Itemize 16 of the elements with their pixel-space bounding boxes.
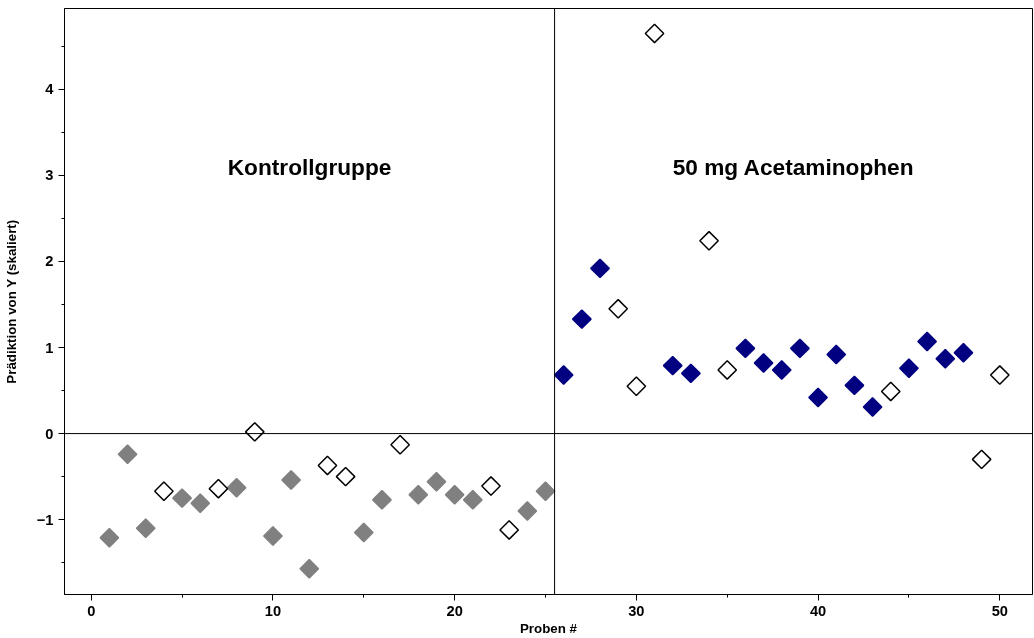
x-tick-label: 50 — [991, 602, 1008, 619]
x-tick-label: 40 — [809, 602, 827, 619]
y-tick-label: −1 — [36, 511, 54, 528]
y-tick-label: 1 — [45, 339, 54, 356]
annotation: Kontrollgruppe — [227, 153, 392, 180]
y-tick-label: 2 — [45, 253, 54, 270]
x-tick-label: 10 — [264, 602, 282, 619]
y-tick-label: 0 — [45, 425, 54, 442]
x-tick-label: 20 — [446, 602, 463, 619]
x-tick-label: 0 — [87, 602, 96, 619]
annotation: 50 mg Acetaminophen — [672, 153, 914, 180]
x-tick-label: 30 — [628, 602, 645, 619]
y-tick-label: 3 — [45, 167, 54, 184]
y-axis-title: Prädiktion von Y (skaliert) — [3, 219, 19, 384]
x-axis-title: Proben # — [519, 620, 578, 636]
y-tick-label: 4 — [45, 81, 55, 98]
